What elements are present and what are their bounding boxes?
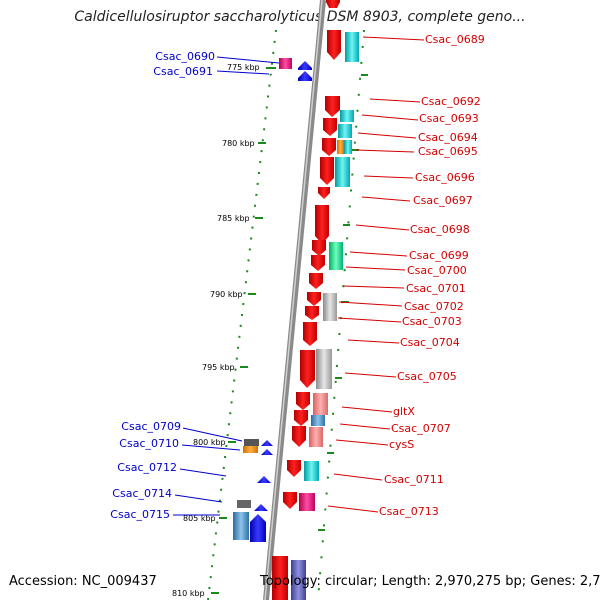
gene-label: Csac_0709 [121,420,181,433]
cog-box [337,140,344,154]
gene-csac-0694 [322,138,336,156]
cog-box [304,461,319,481]
gene-csac-0693 [323,118,337,136]
gene-bottom-1 [272,556,288,600]
gene-label: Csac_0713 [379,505,439,518]
gene-cyss [292,426,306,447]
gene-csac-0700 [311,255,325,271]
cog-box [311,415,325,426]
gene-csac-0709 [261,440,273,446]
gene-label: Csac_0689 [425,33,485,46]
gene-csac-0697 [318,187,330,199]
gene-label: Csac_0700 [407,264,467,277]
left-callouts [173,56,280,516]
gene-label: Csac_0693 [419,112,479,125]
gene-csac-0715 [250,514,266,542]
gene-label: Csac_0714 [112,487,172,500]
gene-label: Csac_0702 [404,300,464,313]
ruler-label: 785 kbp [217,214,250,223]
gene-csac-0696 [320,157,334,185]
cog-box [338,124,352,138]
tick-track-inner [207,29,277,600]
gene-label: Csac_0696 [415,171,475,184]
gene-label: gltX [393,405,415,418]
cog-box [344,140,352,154]
cog-box [309,427,323,447]
ruler-label: 775 kbp [227,63,260,72]
gene-csac-0714-box [237,500,251,508]
ruler-label: 805 kbp [183,514,216,523]
gene-label: Csac_0698 [410,223,470,236]
cog-box [329,242,343,270]
feature-boxes [291,32,359,600]
gene-label: Csac_0704 [400,336,460,349]
cog-box [345,32,359,62]
gene-csac-0705 [300,350,315,388]
gene-csac-0689b [327,30,341,60]
gene-csac-0690 [279,58,292,69]
gene-label: Csac_0694 [418,131,478,144]
gene-gltx [296,392,310,410]
cog-box [316,349,332,389]
gene-label: Csac_0710 [119,437,179,450]
gene-csac-0690-arrow [298,61,312,70]
gene-csac-0701 [309,273,323,289]
gene-csac-0689 [326,0,340,8]
cog-box [299,493,315,511]
gene-csac-0704 [303,322,317,346]
gene-label: Csac_0697 [413,194,473,207]
reverse-strand-genes [233,58,312,542]
gene-label: Csac_0705 [397,370,457,383]
map-title: Caldicellulosiruptor saccharolyticus DSM… [74,9,526,25]
accession-text: Accession: NC_009437 [9,574,157,589]
gene-csac-0691 [298,71,312,81]
cog-box [340,110,354,122]
gene-csac-0692 [325,96,340,117]
ruler-label: 790 kbp [210,290,243,299]
ruler-label: 795 kbp [202,363,235,372]
gene-csac-0715-box [233,512,249,540]
gene-csac-0710-box [243,446,258,453]
gene-label: cysS [389,438,414,451]
ruler-label: 800 kbp [193,438,226,447]
left-gene-labels: Csac_0690 Csac_0691 Csac_0709 Csac_0710 … [110,50,215,521]
gene-csac-0711 [287,460,301,477]
gene-label: Csac_0712 [117,461,177,474]
gene-label: Csac_0692 [421,95,481,108]
gene-label: Csac_0691 [153,65,213,78]
topology-text: Topology: circular; Length: 2,970,275 bp… [260,574,600,589]
gene-csac-0714 [254,504,268,511]
gene-label: Csac_0699 [409,249,469,262]
forward-strand-genes [272,0,341,600]
ruler-label: 780 kbp [222,139,255,148]
ruler-label: 810 kbp [172,589,205,598]
gene-label: Csac_0701 [406,282,466,295]
genome-backbone-highlight [264,0,323,600]
gene-csac-0713 [283,492,297,509]
gene-csac-0707 [294,410,308,426]
gene-label: Csac_0707 [391,422,451,435]
gene-csac-0698 [315,205,329,244]
gene-csac-0712 [257,476,271,483]
cog-box [323,293,337,321]
gene-csac-0702 [307,292,321,306]
right-callouts [327,36,425,513]
cog-box [335,157,350,187]
cog-box [291,560,306,600]
cog-box [313,393,328,415]
gene-csac-0709-box [244,439,259,446]
right-gene-labels: Csac_0689 Csac_0692 Csac_0693 Csac_0694 … [379,33,485,518]
genome-backbone [263,0,326,600]
gene-csac-0703 [305,306,319,320]
gene-label: Csac_0711 [384,473,444,486]
gene-label: Csac_0695 [418,145,478,158]
gene-csac-0710 [261,449,273,455]
gene-csac-0699 [312,240,326,256]
gene-label: Csac_0690 [155,50,215,63]
gene-label: Csac_0715 [110,508,170,521]
gene-label: Csac_0703 [402,315,462,328]
